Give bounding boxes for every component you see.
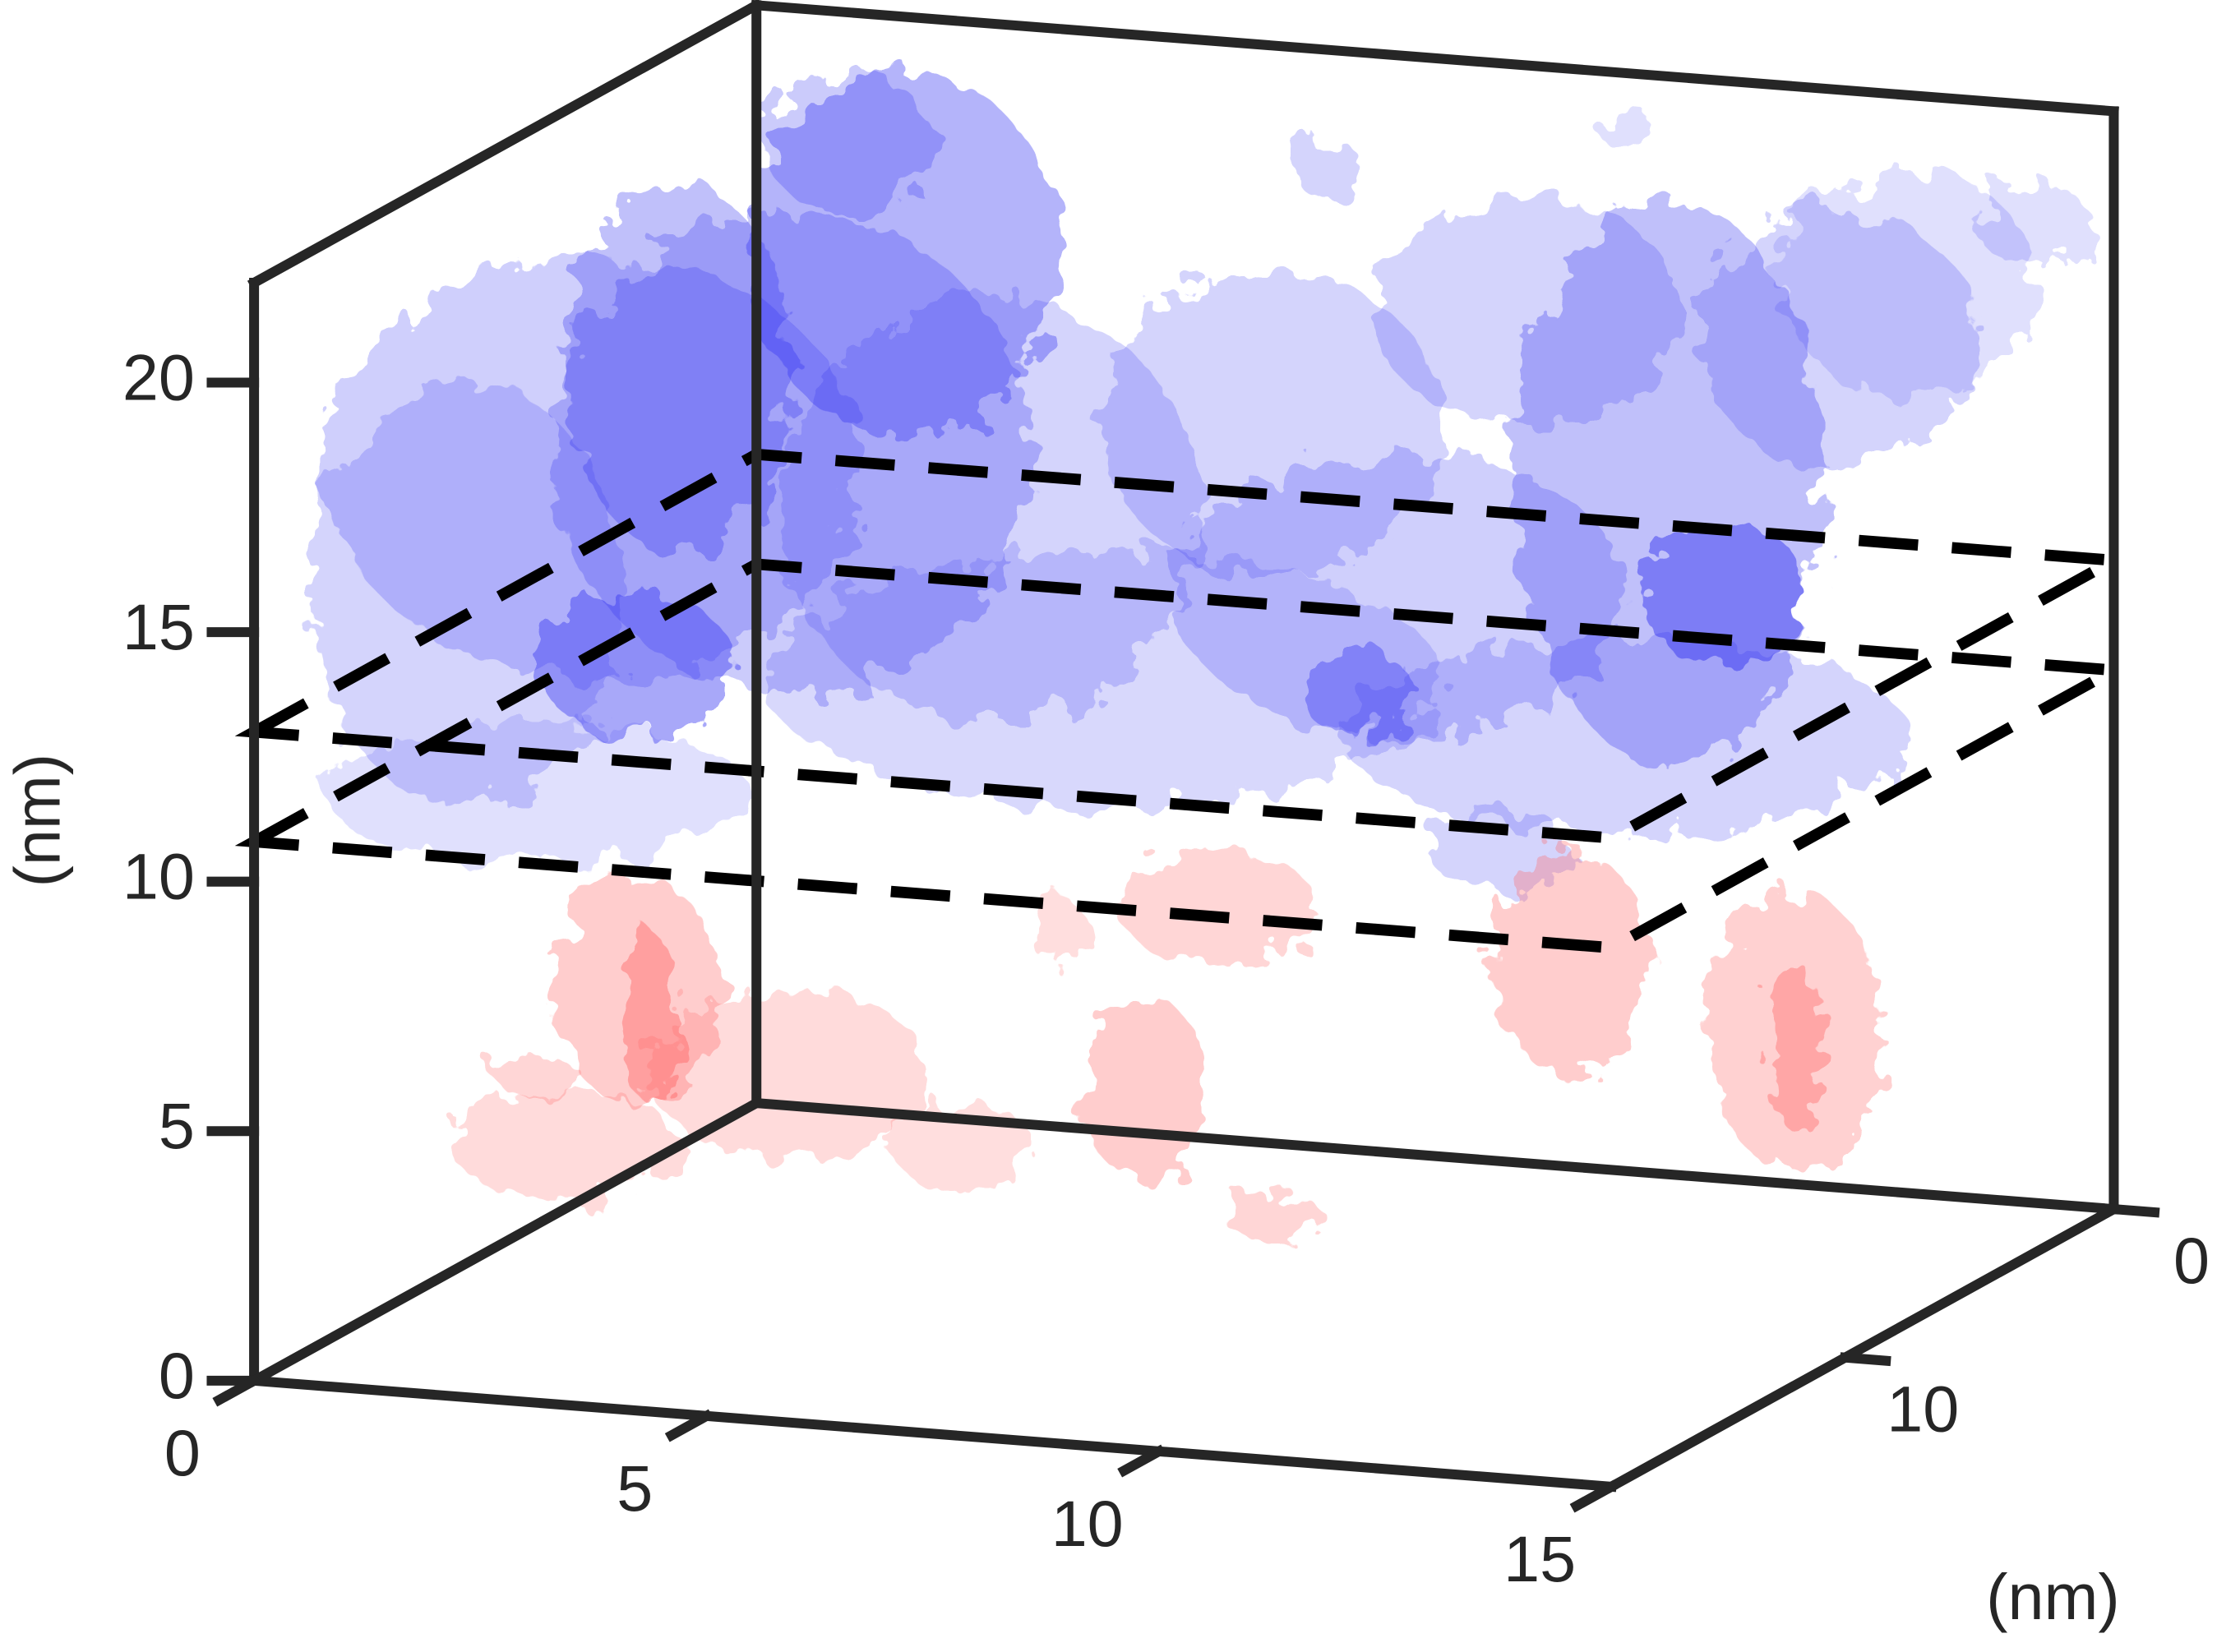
x-tick — [664, 1409, 714, 1442]
x-tick-label: 5 — [617, 1451, 653, 1525]
z-tick-label: 0 — [159, 1339, 195, 1412]
y-tick-label: 10 — [1887, 1372, 1959, 1445]
y-tick-label: 0 — [2173, 1224, 2210, 1297]
isosurface-red — [452, 848, 1881, 1242]
x-tick-label: 0 — [164, 1416, 201, 1489]
y-tick — [2108, 1203, 2160, 1218]
x-tick — [1117, 1444, 1166, 1478]
x-tick — [212, 1373, 261, 1407]
box-edge — [751, 0, 2119, 117]
slice-plane — [234, 558, 2133, 954]
box-edge — [247, 1096, 764, 1388]
y-tick — [1840, 1352, 1891, 1367]
x-tick-label: 15 — [1503, 1522, 1576, 1595]
box-edge — [247, 0, 764, 290]
x-tick-label: 10 — [1051, 1487, 1124, 1560]
box-edge — [1605, 1202, 2121, 1494]
z-tick-label: 15 — [122, 590, 195, 663]
z-axis-label: (nm) — [1, 754, 74, 888]
slice-plane — [234, 448, 2133, 844]
box-edge — [248, 1375, 1617, 1493]
isosurface-blue — [311, 71, 2093, 892]
z-tick-label: 20 — [122, 340, 195, 413]
x-axis-label: (nm) — [1986, 1560, 2120, 1633]
box-edge — [751, 1097, 2119, 1215]
x-tick — [1569, 1479, 1619, 1513]
z-tick-label: 5 — [159, 1089, 195, 1162]
z-tick-label: 10 — [122, 840, 195, 913]
